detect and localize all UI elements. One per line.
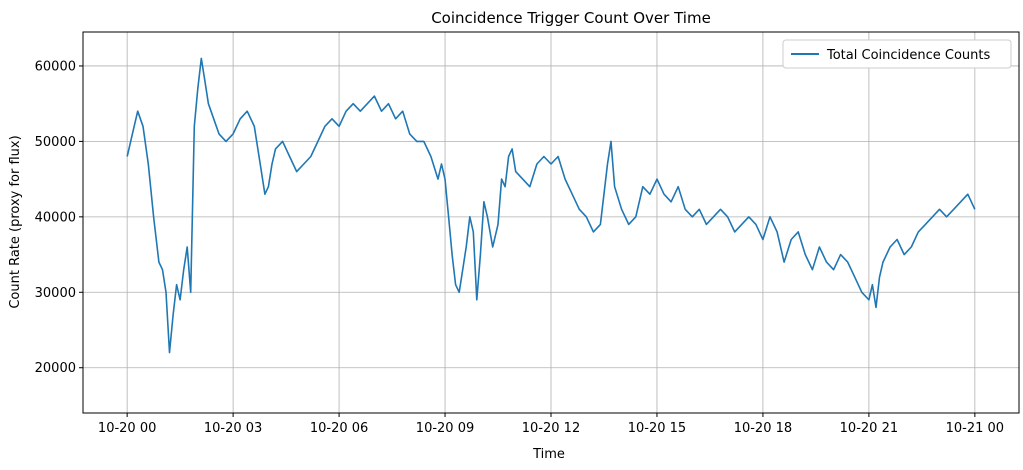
x-tick-label: 10-20 09 bbox=[416, 421, 474, 436]
axis-ticks: 10-20 00 10-20 03 10-20 06 10-20 09 10-20 12… bbox=[35, 59, 1004, 436]
x-axis-label: Time bbox=[532, 447, 565, 462]
x-tick-label: 10-21 00 bbox=[946, 421, 1004, 436]
y-tick-label: 30000 bbox=[35, 286, 76, 301]
chart-title: Coincidence Trigger Count Over Time bbox=[431, 9, 711, 27]
y-tick-label: 40000 bbox=[35, 210, 76, 225]
y-tick-label: 20000 bbox=[35, 361, 76, 376]
x-tick-label: 10-20 12 bbox=[522, 421, 580, 436]
legend-box bbox=[782, 39, 1012, 69]
x-tick-label: 10-20 06 bbox=[310, 421, 368, 436]
y-axis-label: Count Rate (proxy for flux) bbox=[8, 135, 23, 308]
legend-label: Total Coincidence Counts bbox=[826, 48, 991, 63]
x-tick-label: 10-20 21 bbox=[840, 421, 898, 436]
axes-frame bbox=[82, 31, 1020, 414]
series-line bbox=[126, 57, 976, 354]
x-tick-label: 10-20 15 bbox=[628, 421, 686, 436]
y-tick-label: 50000 bbox=[35, 135, 76, 150]
x-tick-label: 10-20 03 bbox=[204, 421, 262, 436]
plot-area bbox=[126, 57, 976, 354]
y-tick-label: 60000 bbox=[35, 59, 76, 74]
legend: Total Coincidence Counts bbox=[782, 39, 1012, 69]
x-tick-label: 10-20 00 bbox=[98, 421, 156, 436]
x-tick-label: 10-20 18 bbox=[734, 421, 792, 436]
